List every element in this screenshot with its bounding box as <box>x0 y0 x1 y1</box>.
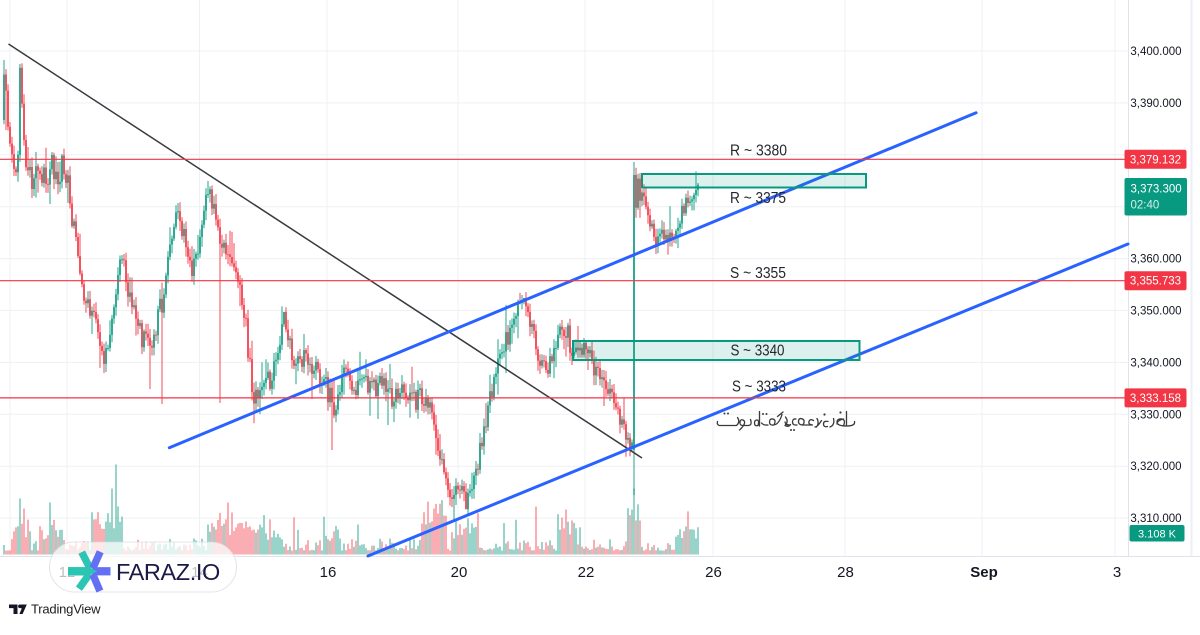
svg-text:R ~ 3375: R ~ 3375 <box>730 190 786 207</box>
svg-text:26: 26 <box>705 564 722 581</box>
svg-text:Sep: Sep <box>970 564 998 581</box>
svg-text:3,400.000: 3,400.000 <box>1130 46 1181 58</box>
svg-text:3: 3 <box>1113 564 1121 581</box>
svg-text:20: 20 <box>451 564 468 581</box>
svg-text:3,373.300: 3,373.300 <box>1131 184 1182 196</box>
svg-text:3,355.733: 3,355.733 <box>1130 276 1181 288</box>
svg-text:3,340.000: 3,340.000 <box>1130 357 1181 369</box>
svg-text:S ~ 3355: S ~ 3355 <box>730 265 786 282</box>
svg-text:3,330.000: 3,330.000 <box>1130 409 1181 421</box>
svg-text:FARAZ.IO: FARAZ.IO <box>116 559 220 585</box>
svg-text:3,390.000: 3,390.000 <box>1130 98 1181 110</box>
svg-text:3,360.000: 3,360.000 <box>1130 254 1181 266</box>
svg-text:3,379.132: 3,379.132 <box>1130 154 1181 166</box>
svg-text:3.108 K: 3.108 K <box>1138 529 1177 541</box>
svg-text:S ~ 3333: S ~ 3333 <box>732 379 786 396</box>
svg-text:22: 22 <box>578 564 595 581</box>
svg-text:28: 28 <box>837 564 854 581</box>
svg-text:TradingView: TradingView <box>31 602 101 617</box>
svg-text:3,320.000: 3,320.000 <box>1130 461 1181 473</box>
svg-text:3,333.158: 3,333.158 <box>1130 393 1181 405</box>
svg-text:16: 16 <box>320 564 337 581</box>
svg-text:3,350.000: 3,350.000 <box>1130 306 1181 318</box>
svg-text:02:40: 02:40 <box>1131 200 1160 212</box>
svg-text:3,310.000: 3,310.000 <box>1130 513 1181 525</box>
svg-text:S ~ 3340: S ~ 3340 <box>731 343 785 360</box>
svg-text:R ~ 3380: R ~ 3380 <box>730 143 787 160</box>
